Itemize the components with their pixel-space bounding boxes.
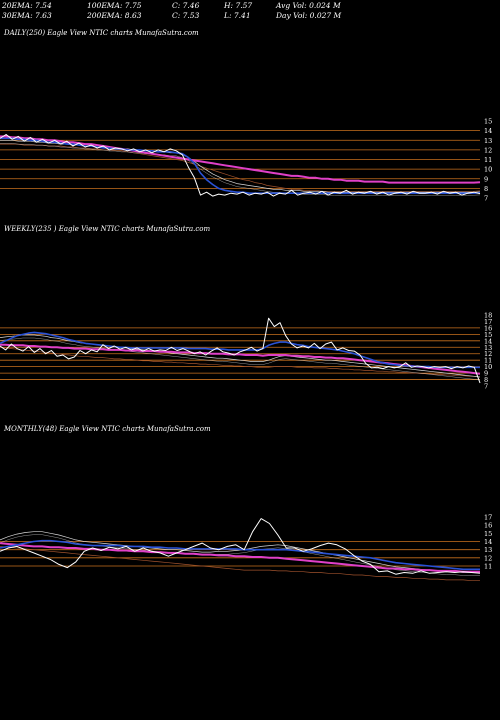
close-value-2: C: 7.53 (172, 11, 200, 20)
y-tick-label-3: 15 (484, 331, 492, 339)
ema-short-line (0, 331, 480, 369)
y-tick-label-2: 13 (484, 137, 492, 145)
y-tick-label-5: 12 (484, 554, 492, 562)
y-tick-label-1: 17 (484, 318, 492, 326)
ema100-value: 100EMA: 7.75 (87, 1, 142, 10)
ema200-value: 200EMA: 8.63 (87, 11, 142, 20)
ma-light-line (0, 334, 481, 378)
ema30-value: 30EMA: 7.63 (2, 11, 52, 20)
y-tick-label-4: 13 (484, 546, 492, 554)
y-tick-label-2: 16 (484, 324, 492, 332)
stats-header: 20EMA: 7.54 100EMA: 7.75 C: 7.46 H: 7.57… (2, 1, 498, 21)
daily-panel-label: DAILY(250) Eagle View NTIC charts Munafa… (4, 29, 199, 37)
stats-row-1: 20EMA: 7.54 100EMA: 7.75 C: 7.46 H: 7.57… (2, 1, 498, 11)
ema-short-line (0, 137, 481, 194)
ma-brown-line (0, 346, 481, 378)
ema-short-line (0, 539, 480, 571)
y-tick-label-8: 7 (484, 195, 488, 203)
ma-light-line-2 (0, 337, 481, 381)
y-tick-label-6: 11 (484, 563, 492, 571)
low-value: L: 7.41 (224, 11, 251, 20)
y-tick-label-7: 8 (484, 185, 488, 193)
y-tick-label-0: 15 (484, 118, 492, 126)
y-tick-label-8: 10 (484, 363, 492, 371)
ma-brown-line (0, 546, 480, 582)
ema-long-line (0, 343, 481, 375)
y-tick-label-1: 16 (484, 522, 492, 530)
y-tick-label-11: 7 (484, 383, 488, 391)
y-tick-label-4: 14 (484, 337, 492, 345)
high-value: H: 7.57 (224, 1, 253, 10)
y-tick-label-1: 14 (484, 127, 492, 135)
day-volume-value: Day Vol: 0.027 M (276, 11, 342, 20)
weekly-panel: WEEKLY(235 ) Eagle View NTIC charts Muna… (0, 222, 500, 422)
y-tick-label-9: 9 (484, 370, 488, 378)
y-tick-label-6: 12 (484, 350, 492, 358)
y-tick-label-10: 8 (484, 376, 488, 384)
y-tick-label-3: 14 (484, 538, 492, 546)
y-tick-label-6: 9 (484, 175, 488, 183)
y-tick-label-5: 13 (484, 344, 492, 352)
stats-row-2: 30EMA: 7.63 200EMA: 8.63 C: 7.53 L: 7.41… (2, 11, 498, 21)
close-value: C: 7.46 (172, 1, 200, 10)
price-line (0, 134, 481, 197)
y-tick-label-4: 11 (484, 156, 492, 164)
price-line (0, 317, 481, 384)
daily-panel: DAILY(250) Eagle View NTIC charts Munafa… (0, 26, 500, 226)
weekly-panel-label: WEEKLY(235 ) Eagle View NTIC charts Muna… (4, 225, 211, 233)
y-tick-label-2: 15 (484, 530, 492, 538)
y-tick-label-3: 12 (484, 146, 492, 154)
avg-volume-value: Avg Vol: 0.024 M (276, 1, 341, 10)
ema20-value: 20EMA: 7.54 (2, 1, 52, 10)
ma-light-line-2 (0, 143, 481, 196)
monthly-panel: MONTHLY(48) Eagle View NTIC charts Munaf… (0, 422, 500, 622)
ema-long-line (0, 542, 480, 573)
y-tick-label-5: 10 (484, 166, 492, 174)
y-tick-label-7: 11 (484, 357, 492, 365)
y-tick-label-0: 17 (484, 514, 492, 522)
price-line (0, 518, 481, 575)
monthly-panel-label: MONTHLY(48) Eagle View NTIC charts Munaf… (4, 425, 211, 433)
y-tick-label-0: 18 (484, 312, 492, 320)
